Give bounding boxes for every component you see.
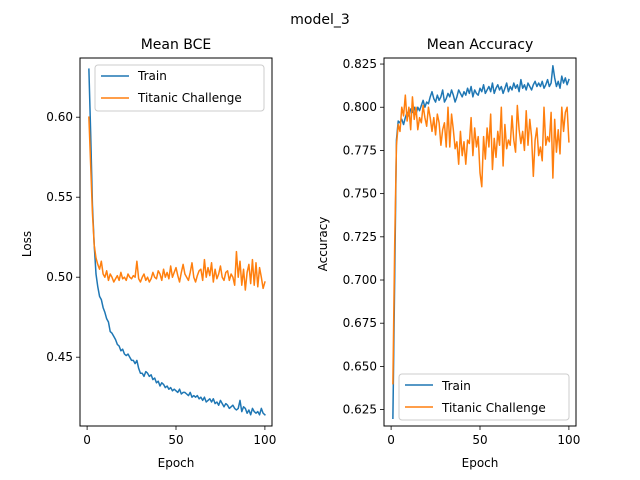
plot-lines xyxy=(392,65,570,419)
y-tick-label: 0.700 xyxy=(343,273,377,287)
series-line-test xyxy=(392,94,570,385)
legend: Train Titanic Challenge xyxy=(94,64,265,112)
loss-chart: Mean BCE Epoch Loss 0 50 100 0.45 0.50 0.55 0.… xyxy=(20,37,276,470)
chart-title: Mean BCE xyxy=(141,37,212,53)
y-axis-label: Loss xyxy=(20,231,34,257)
x-tick-label: 100 xyxy=(557,433,580,447)
y-tick-label: 0.825 xyxy=(343,57,377,71)
chart-title: Mean Accuracy xyxy=(427,37,534,53)
figure-suptitle: model_3 xyxy=(290,12,350,28)
accuracy-chart: Mean Accuracy Epoch Accuracy 0 50 100 0.625… xyxy=(316,37,580,470)
x-axis-label: Epoch xyxy=(462,456,499,470)
axes-frame xyxy=(79,57,273,427)
y-tick-label: 0.800 xyxy=(343,100,377,114)
y-tick-label: 0.625 xyxy=(343,403,377,417)
legend-box xyxy=(398,373,570,421)
series-line-train xyxy=(88,68,266,416)
axis-ticks: 0 50 100 0.45 0.50 0.55 0.60 xyxy=(46,110,276,447)
legend: Train Titanic Challenge xyxy=(398,373,570,421)
y-tick-label: 0.725 xyxy=(343,230,377,244)
y-tick-label: 0.50 xyxy=(46,270,73,284)
plot-lines xyxy=(88,68,266,416)
legend-test-label: Titanic Challenge xyxy=(137,91,242,105)
x-tick-label: 50 xyxy=(472,433,487,447)
x-tick-label: 50 xyxy=(168,433,183,447)
y-tick-label: 0.650 xyxy=(343,359,377,373)
y-tick-label: 0.675 xyxy=(343,316,377,330)
x-tick-label: 0 xyxy=(387,433,395,447)
y-tick-label: 0.775 xyxy=(343,143,377,157)
y-tick-label: 0.60 xyxy=(46,110,73,124)
x-axis-label: Epoch xyxy=(158,456,195,470)
y-axis-label: Accuracy xyxy=(316,217,330,272)
x-tick-label: 0 xyxy=(83,433,91,447)
y-tick-label: 0.750 xyxy=(343,187,377,201)
y-tick-label: 0.45 xyxy=(46,350,73,364)
legend-train-label: Train xyxy=(137,69,167,83)
legend-train-label: Train xyxy=(441,379,471,393)
series-line-train xyxy=(392,65,570,419)
legend-test-label: Titanic Challenge xyxy=(441,401,546,415)
x-tick-label: 100 xyxy=(253,433,276,447)
axes-frame xyxy=(383,57,577,427)
y-tick-label: 0.55 xyxy=(46,190,73,204)
series-line-test xyxy=(88,116,266,291)
legend-box xyxy=(94,64,265,112)
axis-ticks: 0 50 100 0.625 0.650 0.675 0.700 0.725 0.750 0.77… xyxy=(343,57,581,447)
